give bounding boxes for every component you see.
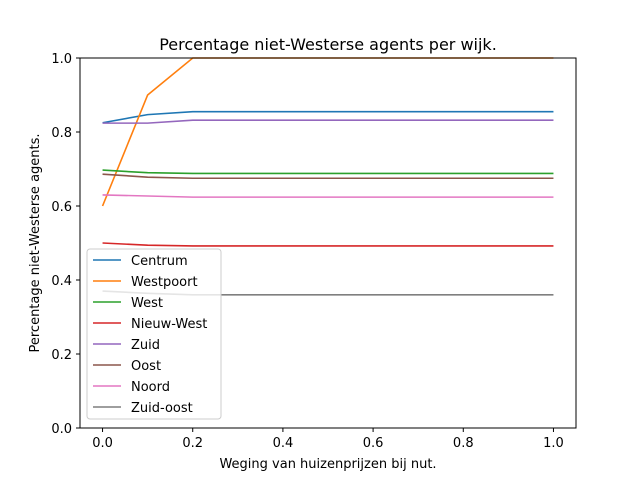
series-line-noord	[102, 194, 554, 198]
x-tick-label: 0.2	[182, 436, 203, 451]
y-tick-label: 0.0	[51, 422, 72, 437]
series-line-west	[102, 169, 554, 175]
y-tick-label: 0.8	[51, 126, 72, 141]
legend-label: West	[131, 296, 163, 311]
y-axis-label: Percentage niet-Westerse agents.	[28, 133, 43, 352]
y-tick-label: 0.4	[51, 274, 72, 289]
legend-label: Zuid	[131, 338, 160, 353]
legend-label: Nieuw-West	[131, 317, 207, 332]
x-tick-label: 0.6	[363, 436, 384, 451]
series-line-zuid	[102, 119, 554, 124]
axes-frame	[79, 57, 577, 429]
y-tick-label: 0.6	[51, 200, 72, 215]
series-line-nieuw-west	[102, 242, 554, 247]
x-tick-label: 0.0	[92, 436, 113, 451]
axes-layer: 0.0 0.2 0.4 0.6 0.8 1.0 0.0 0.2 0.4 0.6 0.8 1.0	[51, 52, 577, 451]
chart-title: Percentage niet-Westerse agents per wijk…	[159, 35, 497, 54]
series-line-oost	[102, 173, 554, 180]
legend-label: Noord	[131, 380, 170, 395]
legend-box	[86, 248, 222, 420]
y-tick-label: 1.0	[51, 52, 72, 67]
legend: Centrum Westpoort West Nieuw-West Zuid Oost No…	[86, 248, 222, 420]
x-axis-label: Weging van huizenprijzen bij nut.	[219, 457, 436, 472]
legend-label: Zuid-oost	[131, 401, 193, 416]
legend-label: Centrum	[131, 254, 188, 269]
legend-label: Westpoort	[131, 275, 198, 290]
series-line-centrum	[102, 110, 554, 124]
y-tick-label: 0.2	[51, 348, 72, 363]
x-tick-label: 0.8	[453, 436, 474, 451]
x-tick-label: 1.0	[543, 436, 564, 451]
legend-label: Oost	[131, 359, 161, 374]
x-tick-label: 0.4	[273, 436, 294, 451]
